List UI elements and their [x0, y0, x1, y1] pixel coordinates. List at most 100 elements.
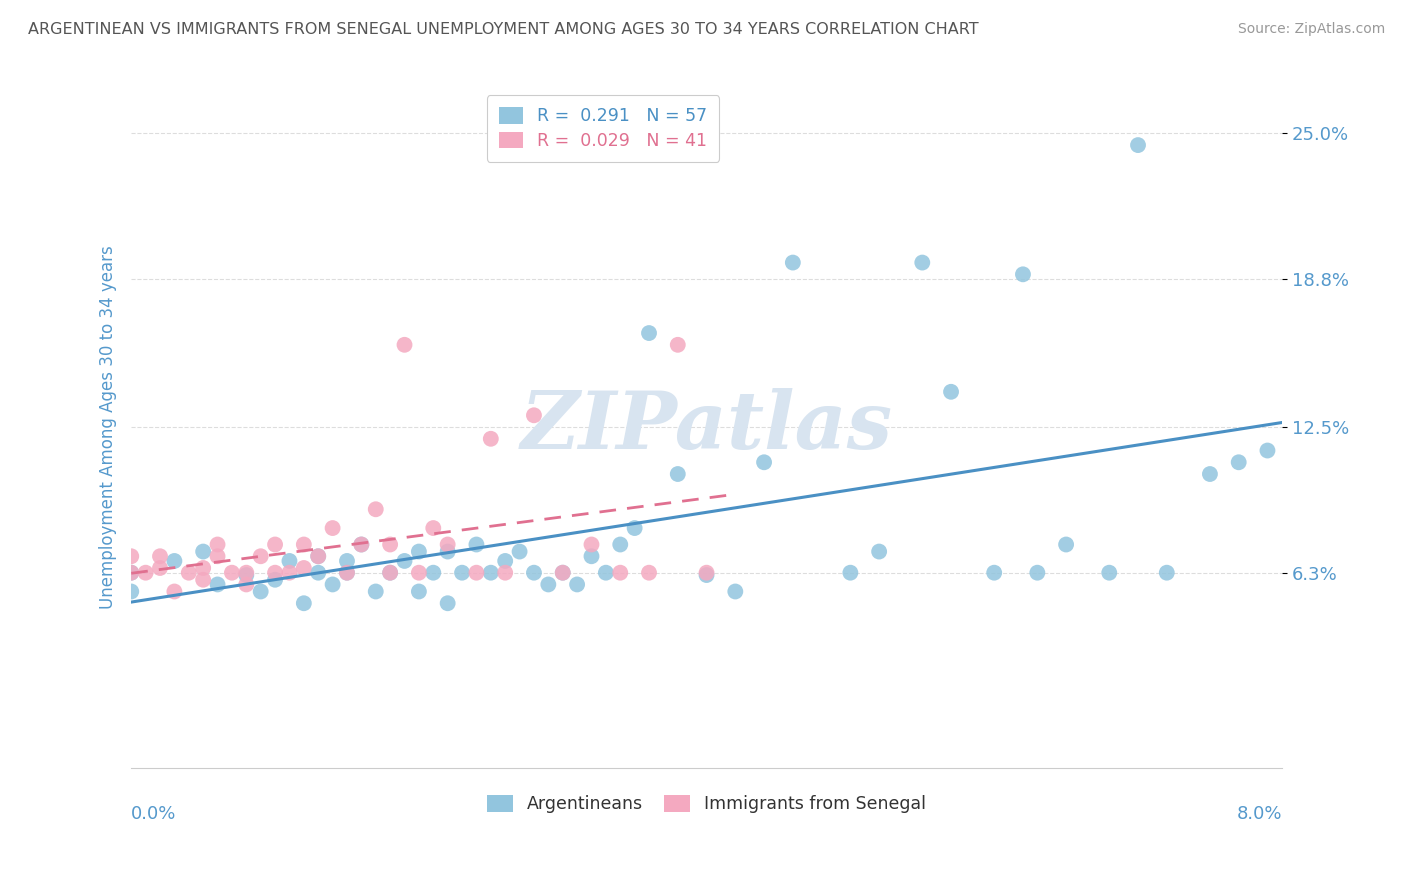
Point — [696, 566, 718, 580]
Point — [911, 255, 934, 269]
Point — [1026, 566, 1049, 580]
Point — [307, 549, 329, 564]
Point — [149, 561, 172, 575]
Point — [551, 566, 574, 580]
Point — [581, 537, 603, 551]
Text: Source: ZipAtlas.com: Source: ZipAtlas.com — [1237, 22, 1385, 37]
Point — [249, 549, 271, 564]
Point — [292, 537, 315, 551]
Point — [191, 573, 214, 587]
Point — [523, 409, 546, 423]
Point — [581, 549, 603, 564]
Point — [436, 544, 458, 558]
Point — [120, 566, 142, 580]
Point — [1156, 566, 1178, 580]
Point — [1098, 566, 1121, 580]
Point — [191, 544, 214, 558]
Point — [696, 568, 718, 582]
Point — [221, 566, 243, 580]
Point — [523, 566, 546, 580]
Point — [422, 566, 444, 580]
Point — [292, 561, 315, 575]
Point — [422, 521, 444, 535]
Point — [638, 326, 661, 340]
Point — [364, 502, 387, 516]
Point — [1256, 443, 1278, 458]
Point — [408, 544, 430, 558]
Point — [782, 255, 804, 269]
Point — [494, 554, 516, 568]
Point — [378, 566, 401, 580]
Point — [752, 455, 775, 469]
Point — [322, 521, 344, 535]
Point — [408, 584, 430, 599]
Point — [939, 384, 962, 399]
Point — [408, 566, 430, 580]
Point — [135, 566, 157, 580]
Point — [465, 566, 488, 580]
Point — [120, 584, 142, 599]
Point — [350, 537, 373, 551]
Point — [1126, 138, 1149, 153]
Point — [1227, 455, 1250, 469]
Point — [364, 584, 387, 599]
Text: 8.0%: 8.0% — [1236, 805, 1282, 823]
Text: ZIPatlas: ZIPatlas — [520, 388, 893, 466]
Point — [336, 566, 359, 580]
Point — [451, 566, 474, 580]
Point — [638, 566, 661, 580]
Point — [207, 549, 229, 564]
Point — [465, 537, 488, 551]
Text: 0.0%: 0.0% — [131, 805, 177, 823]
Point — [623, 521, 645, 535]
Point — [207, 577, 229, 591]
Point — [479, 566, 502, 580]
Point — [336, 566, 359, 580]
Point — [565, 577, 588, 591]
Point — [839, 566, 862, 580]
Y-axis label: Unemployment Among Ages 30 to 34 years: Unemployment Among Ages 30 to 34 years — [100, 245, 117, 609]
Point — [120, 566, 142, 580]
Point — [609, 566, 631, 580]
Point — [207, 537, 229, 551]
Point — [278, 554, 301, 568]
Point — [163, 554, 186, 568]
Point — [868, 544, 890, 558]
Point — [235, 577, 257, 591]
Point — [264, 573, 287, 587]
Point — [724, 584, 747, 599]
Point — [120, 549, 142, 564]
Point — [394, 338, 416, 352]
Point — [350, 537, 373, 551]
Point — [307, 566, 329, 580]
Point — [479, 432, 502, 446]
Text: ARGENTINEAN VS IMMIGRANTS FROM SENEGAL UNEMPLOYMENT AMONG AGES 30 TO 34 YEARS CO: ARGENTINEAN VS IMMIGRANTS FROM SENEGAL U… — [28, 22, 979, 37]
Point — [983, 566, 1005, 580]
Point — [249, 584, 271, 599]
Point — [494, 566, 516, 580]
Point — [264, 566, 287, 580]
Point — [609, 537, 631, 551]
Point — [551, 566, 574, 580]
Point — [436, 537, 458, 551]
Point — [1054, 537, 1077, 551]
Point — [307, 549, 329, 564]
Point — [666, 467, 689, 481]
Point — [394, 554, 416, 568]
Point — [595, 566, 617, 580]
Point — [235, 566, 257, 580]
Point — [149, 549, 172, 564]
Point — [177, 566, 200, 580]
Point — [666, 338, 689, 352]
Point — [264, 537, 287, 551]
Point — [163, 584, 186, 599]
Point — [378, 537, 401, 551]
Point — [378, 566, 401, 580]
Point — [1199, 467, 1222, 481]
Legend: Argentineans, Immigrants from Senegal: Argentineans, Immigrants from Senegal — [481, 789, 934, 821]
Point — [278, 566, 301, 580]
Point — [509, 544, 531, 558]
Point — [436, 596, 458, 610]
Point — [292, 596, 315, 610]
Point — [322, 577, 344, 591]
